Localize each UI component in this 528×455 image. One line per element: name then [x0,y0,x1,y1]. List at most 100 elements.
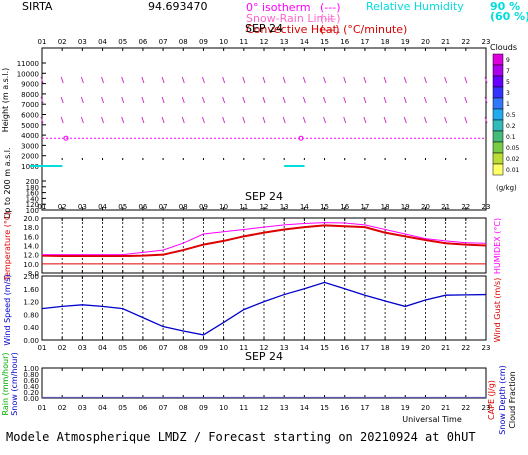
hour-tick-label: 11 [239,38,248,46]
temperature-line [41,224,487,258]
wind-barb-glyph [464,116,468,124]
humidity-legend-label: Relative Humidity [366,0,464,13]
wind-speed-line [41,281,487,336]
hour-tick-label: 07 [159,203,168,211]
clouds-legend-level: 0.1 [506,134,516,141]
wind-barb-glyph [262,76,266,84]
hour-tick-label: 09 [199,404,208,412]
clouds-legend-level: 7 [506,68,510,75]
wind-barb-glyph [302,116,306,124]
hour-tick-label: 17 [360,203,369,211]
humidex-axis-label: HUMIDEX (°C) [493,218,502,274]
wind-barb-glyph [181,76,185,84]
wind-barb-glyph [242,116,246,124]
hour-tick-label: 05 [118,38,127,46]
clouds-legend-swatch [492,75,504,88]
hour-tick-label: 09 [199,203,208,211]
height-tick-label: 5000 [21,122,39,130]
hour-tick-label: 09 [199,344,208,352]
hour-tick-label: 03 [78,404,87,412]
height-tick-label: 10000 [17,70,39,78]
legend-left-label: Convective Heat. [246,23,340,36]
hour-tick-label: 07 [159,344,168,352]
hour-tick-label: 11 [239,203,248,211]
clouds-legend-title: Clouds [490,43,517,52]
clouds-legend-swatch [492,97,504,110]
hour-tick-label: 19 [401,404,410,412]
hour-tick-label: 12 [260,344,269,352]
wind-barb-glyph [161,76,165,84]
wind-barb-glyph [181,116,185,124]
hour-tick-label: 05 [118,404,127,412]
hour-tick-label: 20 [421,38,430,46]
height-tick-label: 8000 [21,91,39,99]
rain-tick-label: 1.00 [23,365,39,373]
height-tick-label: 180 [26,184,39,192]
hour-tick-label: 18 [381,344,390,352]
height-axis-label: Height (m a.s.l.) [1,68,10,133]
clouds-legend-level: 9 [506,57,510,64]
hour-tick-label: 07 [159,404,168,412]
clouds-legend-swatch [492,130,504,143]
hour-tick-label: 21 [441,344,450,352]
clouds-legend-swatch [492,53,504,66]
wind-barb-glyph [403,116,407,124]
wind-barb-glyph [101,76,105,84]
wind-barb-glyph [101,116,105,124]
wind-barb-glyph [60,116,64,124]
clouds-legend-swatch [492,64,504,77]
wind-tick-label: 2.00 [23,273,39,281]
hour-tick-label: 11 [239,404,248,412]
wind-barb-glyph [242,76,246,84]
wind-tick-label: 1.20 [23,299,39,307]
wind-tick-label: 0.40 [23,324,39,332]
hour-tick-label: 16 [340,38,349,46]
legend-left-label: Snow-Rain Limit [246,12,335,25]
wind-barb-glyph [484,116,488,124]
wind-tick-label: 0.80 [23,311,39,319]
hour-tick-label: 15 [320,344,329,352]
wind-barb-glyph [262,96,266,104]
hour-tick-label: 14 [300,404,309,412]
hour-tick-label: 23 [482,38,491,46]
wind-barb-glyph [343,76,347,84]
hour-tick-label: 08 [179,404,188,412]
wind-barb-glyph [343,116,347,124]
clouds-legend-level: 3 [506,90,510,97]
wind-barb-glyph [383,116,387,124]
hour-tick-label: 10 [219,38,228,46]
hour-tick-label: 03 [78,38,87,46]
wind-barb-glyph [363,116,367,124]
hour-tick-label: 19 [401,38,410,46]
hour-tick-label: 10 [219,404,228,412]
isotherm-marker [63,135,69,141]
wind-barb-glyph [383,96,387,104]
wind-barb-glyph [40,116,44,124]
clouds-legend-swatch [492,163,504,176]
height-tick-label: 200 [26,178,39,186]
hour-tick-label: 19 [401,203,410,211]
wind-barb-glyph [60,96,64,104]
wind-barb-glyph [403,96,407,104]
hour-tick-label: 05 [118,203,127,211]
height-tick-label: 11000 [17,60,39,68]
wind-barb-glyph [464,76,468,84]
legend-left-marker: (---) [320,12,341,25]
wind-barb-glyph [121,96,125,104]
rain-tick-label: 0.60 [23,377,39,385]
hour-tick-label: 01 [38,404,47,412]
hour-tick-label: 03 [78,344,87,352]
wind-barb-glyph [242,96,246,104]
hour-tick-label: 15 [320,203,329,211]
station-coords: 94.693470 [148,0,208,13]
height-tick-label: 6000 [21,112,39,120]
wind-gust-axis-label: Wind Gust (m/s) [493,278,502,343]
temp-tick-label: 10.0 [23,261,39,269]
wind-barb-glyph [444,76,448,84]
wind-barb-glyph [222,116,226,124]
wind-barb-glyph [201,116,205,124]
wind-barb-glyph [161,96,165,104]
wind-barb-glyph [282,116,286,124]
hour-tick-label: 02 [58,344,67,352]
hour-tick-label: 04 [98,404,107,412]
